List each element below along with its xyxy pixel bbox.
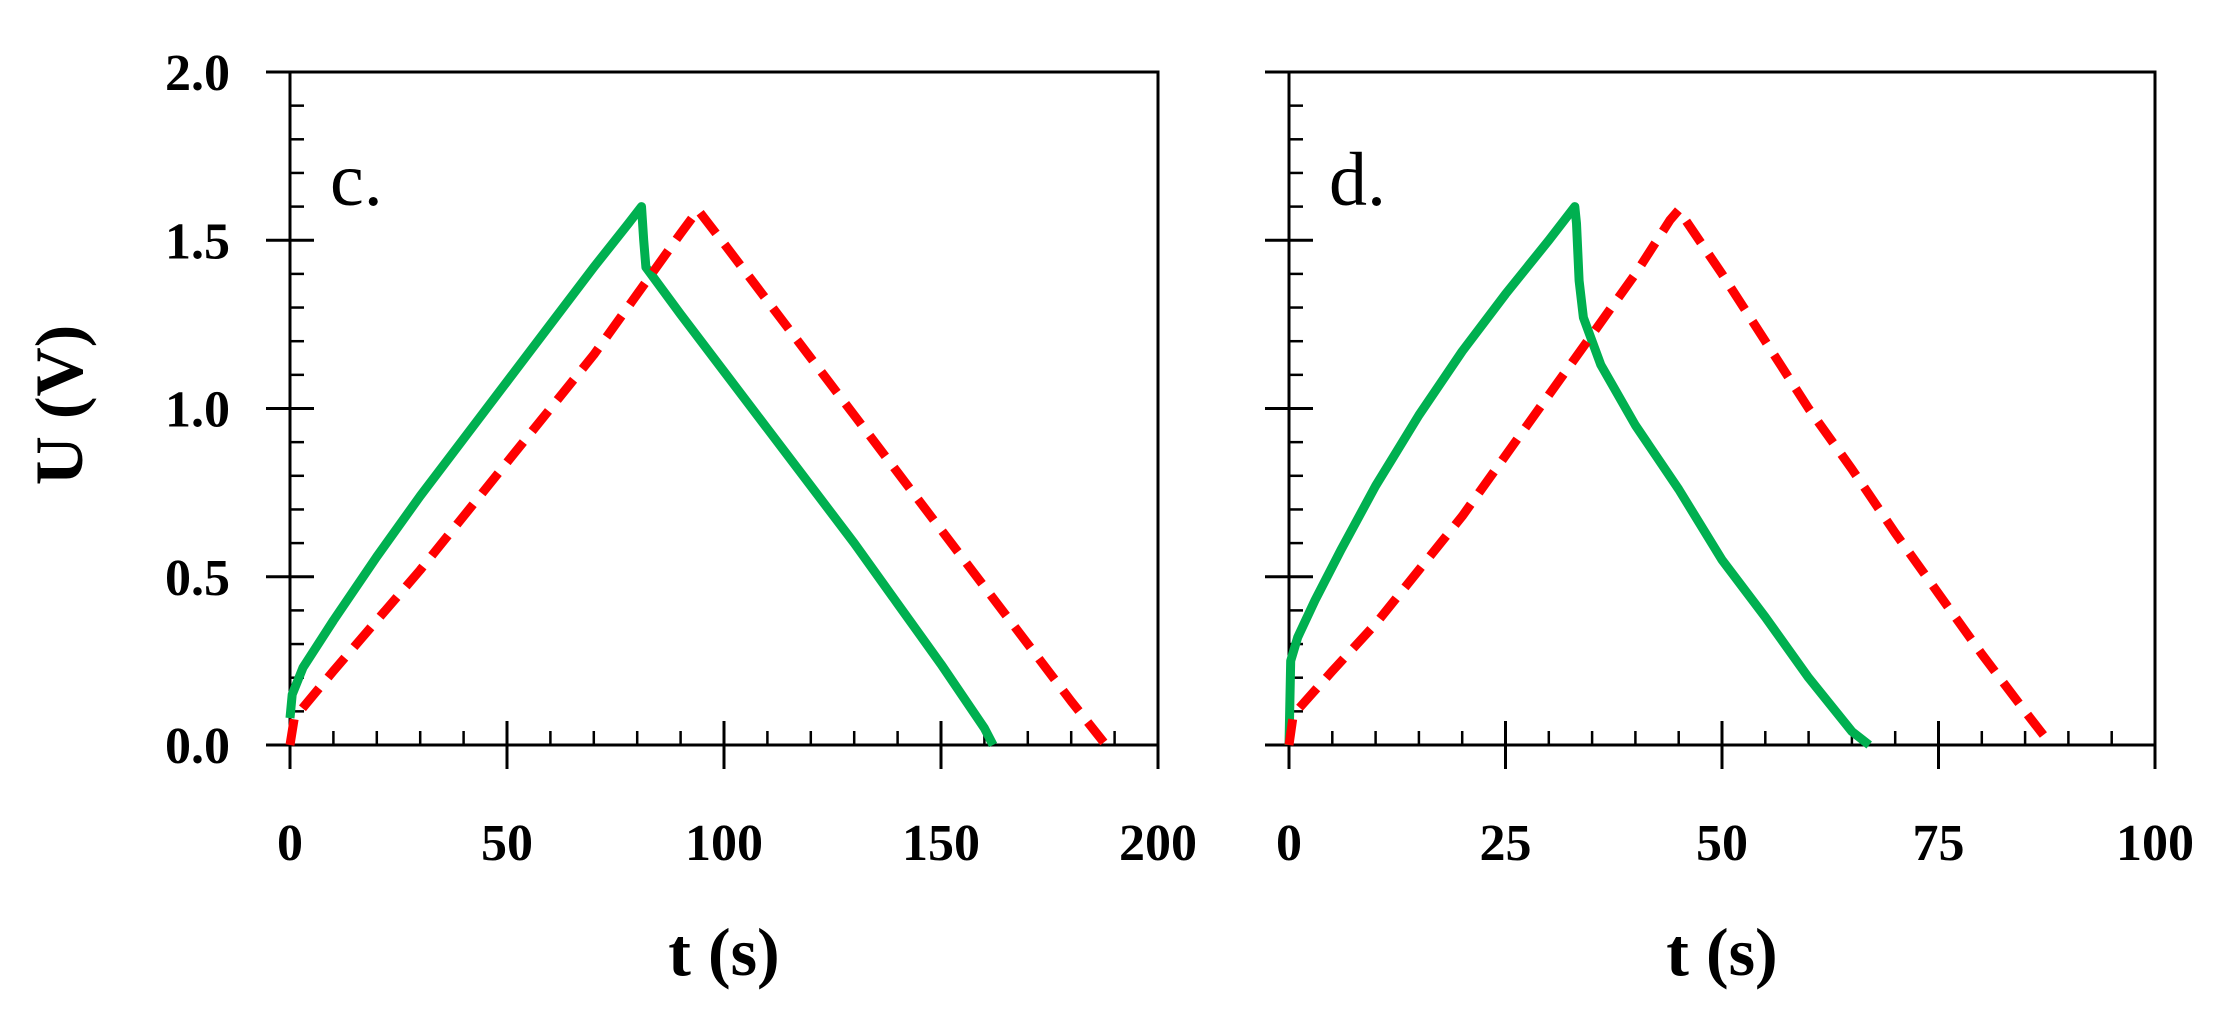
x-tick-label: 100 <box>2116 815 2194 872</box>
x-tick-label: 100 <box>685 815 763 872</box>
y-axis-title: U (V) <box>21 325 97 486</box>
panel-c-chart: 0 50 100 150 200 0.0 0.5 1.0 1.5 2.0 t (s) c. <box>165 45 1197 990</box>
x-tick-label: 0 <box>1276 815 1302 872</box>
series-line-dashed-red <box>285 205 1110 748</box>
x-tick-label: 75 <box>1913 815 1965 872</box>
x-axis-title: t (s) <box>1666 914 1777 990</box>
panel-d-chart: 0 25 50 75 100 t (s) d. <box>1265 70 2194 990</box>
x-axis-title: t (s) <box>668 914 779 990</box>
panel-label: c. <box>330 138 383 222</box>
x-tick-label: 150 <box>902 815 980 872</box>
y-tick-label: 1.5 <box>165 213 230 270</box>
y-tick-label: 2.0 <box>165 45 230 102</box>
series-line-solid-green <box>285 202 998 748</box>
series-line-dashed-red <box>1284 205 2055 748</box>
panel-label: d. <box>1329 138 1386 222</box>
series-line-solid-green <box>1284 202 1872 749</box>
x-tick-label: 200 <box>1119 815 1197 872</box>
x-tick-label: 50 <box>481 815 533 872</box>
y-tick-label: 0.5 <box>165 550 230 607</box>
x-tick-label: 50 <box>1696 815 1748 872</box>
x-tick-label: 0 <box>277 815 303 872</box>
y-tick-label: 1.0 <box>165 382 230 439</box>
x-tick-label: 25 <box>1480 815 1532 872</box>
y-tick-label: 0.0 <box>165 718 230 775</box>
